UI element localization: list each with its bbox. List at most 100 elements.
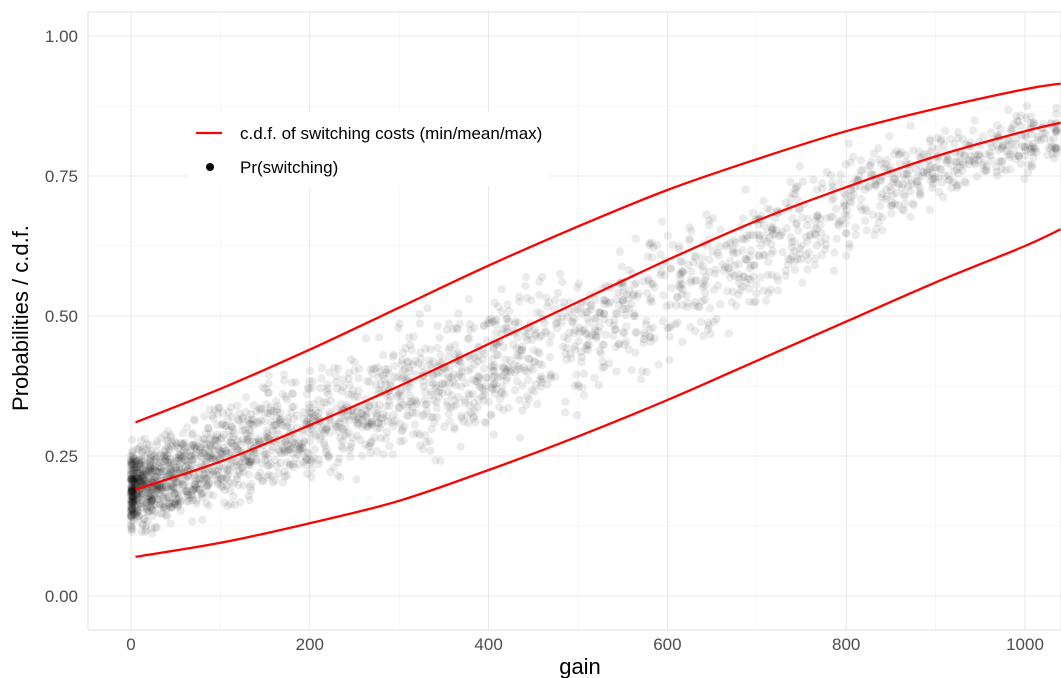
scatter-point — [772, 272, 782, 281]
scatter-point — [864, 161, 874, 170]
scatter-point — [420, 387, 430, 396]
scatter-point — [263, 388, 272, 398]
scatter-point — [960, 151, 969, 161]
scatter-point — [450, 341, 460, 350]
scatter-point — [153, 484, 162, 493]
scatter-point — [244, 460, 253, 470]
scatter-point — [629, 289, 638, 299]
scatter-point — [541, 326, 550, 336]
scatter-point — [754, 234, 764, 243]
scatter-point — [244, 458, 254, 467]
scatter-point — [519, 363, 528, 372]
scatter-point — [1052, 126, 1061, 135]
scatter-point — [191, 484, 201, 493]
scatter-point — [128, 477, 137, 486]
scatter-point — [155, 462, 164, 471]
scatter-point — [515, 297, 524, 306]
scatter-point — [979, 166, 988, 176]
scatter-point — [146, 466, 155, 475]
scatter-point — [325, 407, 334, 417]
scatter-point — [130, 454, 139, 464]
scatter-point — [567, 317, 577, 326]
scatter-point — [280, 437, 290, 446]
scatter-point — [134, 511, 143, 521]
scatter-point — [908, 199, 917, 208]
scatter-point — [849, 190, 858, 200]
scatter-point — [986, 128, 995, 137]
scatter-point — [333, 458, 343, 467]
scatter-point — [326, 467, 335, 477]
scatter-point — [797, 213, 807, 222]
scatter-point — [226, 486, 235, 496]
scatter-point — [183, 460, 193, 469]
scatter-point — [218, 475, 228, 484]
scatter-point — [184, 493, 194, 503]
scatter-point — [1029, 120, 1039, 130]
scatter-point — [143, 494, 153, 503]
scatter-point — [524, 394, 534, 404]
scatter-point — [1026, 118, 1036, 128]
scatter-point — [447, 373, 456, 382]
scatter-point — [221, 474, 231, 483]
scatter-point — [425, 437, 434, 446]
scatter-point — [479, 321, 489, 330]
scatter-point — [264, 379, 273, 388]
scatter-point — [330, 422, 339, 431]
scatter-point — [133, 479, 142, 488]
scatter-point — [840, 210, 849, 219]
scatter-point — [196, 451, 205, 461]
scatter-point — [451, 381, 460, 390]
scatter-point — [150, 466, 160, 475]
scatter-point — [509, 340, 518, 349]
scatter-point — [783, 254, 793, 263]
x-tick-label: 200 — [296, 635, 324, 654]
scatter-point — [698, 261, 707, 271]
scatter-point — [998, 140, 1008, 150]
scatter-point — [223, 415, 232, 424]
scatter-point — [151, 500, 161, 509]
scatter-point — [186, 442, 196, 451]
scatter-point — [974, 151, 983, 160]
scatter-point — [499, 342, 508, 352]
scatter-point — [241, 407, 251, 417]
scatter-point — [272, 461, 282, 471]
scatter-point — [130, 458, 139, 467]
scatter-point — [878, 226, 887, 235]
scatter-point — [427, 387, 436, 397]
scatter-point — [176, 506, 185, 515]
scatter-point — [840, 189, 849, 198]
scatter-point — [344, 428, 353, 437]
scatter-point — [127, 466, 136, 475]
scatter-point — [442, 397, 452, 406]
scatter-point — [826, 171, 836, 180]
scatter-point — [557, 312, 567, 321]
scatter-point — [128, 504, 137, 513]
scatter-point — [792, 218, 801, 228]
scatter-point — [242, 456, 252, 465]
scatter-point — [487, 383, 496, 392]
scatter-point — [874, 144, 883, 153]
scatter-point — [144, 492, 154, 501]
scatter-point — [888, 198, 897, 208]
scatter-point — [291, 378, 300, 387]
scatter-point — [358, 415, 367, 425]
scatter-point — [156, 433, 165, 443]
scatter-point — [473, 351, 482, 361]
scatter-point — [256, 468, 265, 477]
scatter-point — [225, 432, 235, 441]
scatter-point — [197, 452, 206, 461]
scatter-point — [310, 411, 320, 421]
scatter-point — [464, 295, 474, 304]
scatter-point — [229, 492, 238, 501]
scatter-point — [209, 436, 218, 446]
scatter-point — [450, 425, 459, 434]
scatter-point — [1021, 131, 1030, 140]
cdf-line-mean — [135, 121, 1061, 491]
scatter-point — [235, 469, 244, 479]
scatter-point — [188, 440, 197, 449]
scatter-point — [724, 264, 733, 273]
scatter-point — [246, 432, 255, 441]
scatter-point — [913, 176, 922, 186]
scatter-point — [268, 443, 277, 452]
scatter-point — [302, 417, 312, 427]
